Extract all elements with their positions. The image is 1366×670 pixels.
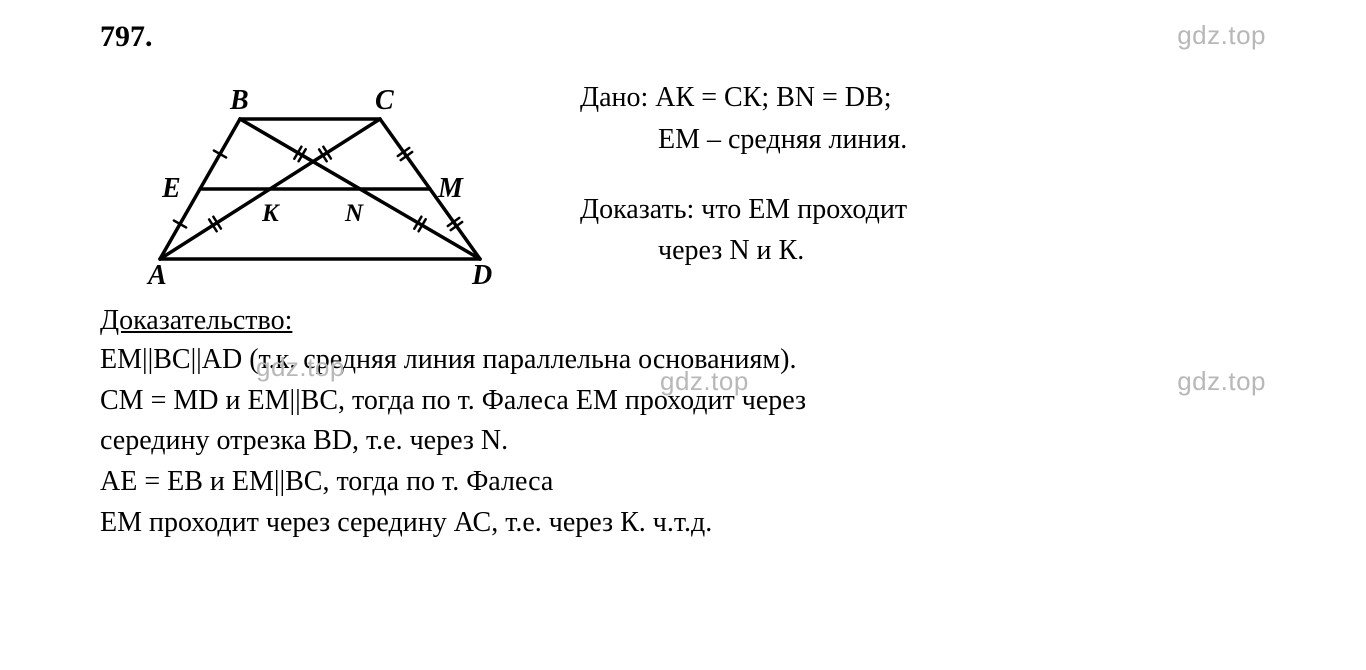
- svg-text:K: K: [261, 200, 281, 227]
- svg-text:E: E: [161, 173, 181, 204]
- svg-text:B: B: [229, 85, 249, 116]
- svg-text:A: A: [146, 260, 167, 289]
- prove-line-1: Доказать: что ЕМ проходит: [580, 191, 1276, 229]
- proof-heading: Доказательство:: [100, 305, 1276, 337]
- main-content: A D B C E M K N Дано: АК = СК; BN = DB; ЕМ – ср…: [100, 79, 1276, 289]
- problem-number: 797.: [100, 20, 153, 54]
- watermark-text: gdz.top: [660, 366, 749, 397]
- given-line-2: ЕМ – средняя линия.: [580, 121, 1276, 159]
- prove-line-2: через N и К.: [580, 232, 1276, 270]
- watermark-text: gdz.top: [1177, 20, 1266, 51]
- watermark-text: gdz.top: [1177, 366, 1266, 397]
- svg-text:D: D: [471, 260, 492, 289]
- given-line-1: Дано: АК = СК; BN = DB;: [580, 79, 1276, 117]
- svg-text:M: M: [437, 173, 464, 204]
- proof-line: АЕ = ЕВ и ЕМ||ВС, тогда по т. Фалеса: [100, 463, 1276, 502]
- given-to-prove: Дано: АК = СК; BN = DB; ЕМ – средняя лин…: [580, 79, 1276, 274]
- diagram-container: A D B C E M K N: [120, 79, 510, 289]
- header-row: 797.: [100, 20, 1276, 54]
- proof-line: ЕМ проходит через середину АС, т.е. чере…: [100, 504, 1276, 543]
- svg-text:N: N: [344, 200, 364, 227]
- watermark-text: gdz.top: [256, 352, 345, 383]
- svg-text:C: C: [375, 85, 394, 116]
- trapezoid-diagram: A D B C E M K N: [120, 79, 510, 289]
- proof-line: середину отрезка BD, т.е. через N.: [100, 422, 1276, 461]
